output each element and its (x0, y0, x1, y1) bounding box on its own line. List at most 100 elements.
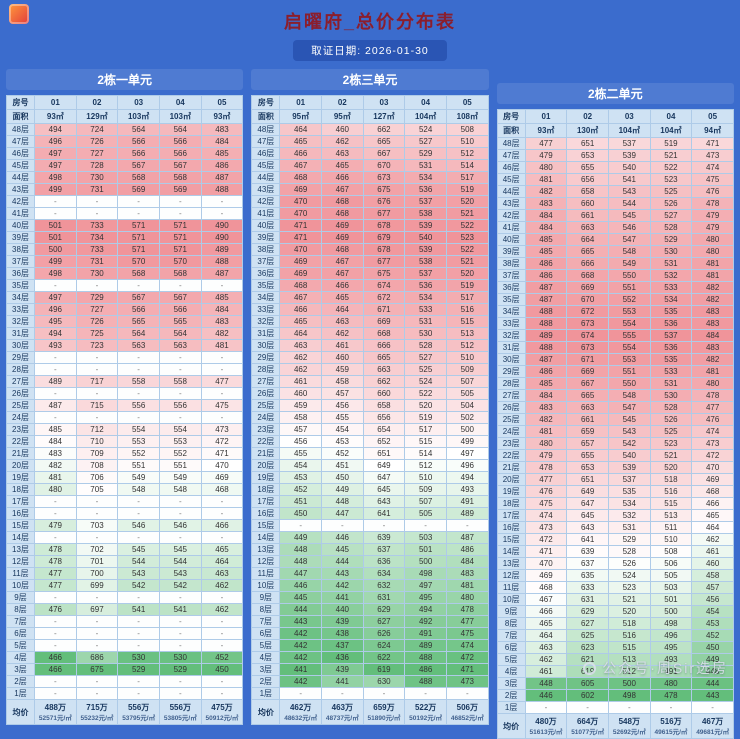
price-table-slot-3: 房号 01 02 03 04 05 面积 95㎡ 95㎡ 127㎡ 104㎡ 108㎡ 48层 464 46… (251, 95, 489, 725)
price-cell: 482 (524, 185, 568, 198)
price-cell: 473 (691, 437, 734, 450)
price-cell: 449 (691, 653, 734, 666)
price-cell: 534 (404, 291, 447, 304)
price-cell: 469 (524, 569, 568, 582)
price-cell: 636 (362, 555, 406, 568)
price-cell: 478 (34, 555, 77, 568)
floor-label: 39层 (496, 245, 526, 258)
price-cell: 544 (117, 555, 160, 568)
floor-label: 5层 (251, 639, 281, 652)
price-cell: 530 (158, 651, 202, 664)
price-cell: 709 (75, 447, 119, 460)
price-cell: 454 (279, 459, 322, 472)
price-cell: 467 (524, 593, 568, 606)
price-cell: 500 (445, 423, 489, 436)
price-cell: - (404, 687, 447, 700)
price-cell: 566 (117, 135, 160, 148)
price-cell: 530 (649, 389, 693, 402)
floor-label: 14层 (251, 531, 281, 544)
price-cell: - (75, 507, 119, 520)
price-cell: - (75, 531, 119, 544)
price-cell: 470 (691, 461, 734, 474)
price-cell: - (34, 351, 77, 364)
price-cell: 466 (691, 497, 734, 510)
price-cell: 558 (158, 375, 202, 388)
floor-label: 34层 (6, 291, 35, 304)
floor-label: 11层 (6, 567, 35, 580)
avg-label: 均价 (251, 699, 281, 725)
price-cell: 522 (445, 243, 489, 256)
price-cell: - (75, 363, 119, 376)
avg-price-cell: 556万 53795元/㎡ (117, 699, 160, 725)
price-cell: 663 (566, 221, 609, 234)
unit-title-2: 2栋二单元 (496, 83, 734, 104)
floor-label: 18层 (6, 483, 35, 496)
price-cell: 440 (320, 603, 364, 616)
price-cell: 484 (524, 389, 568, 402)
floor-label: 11层 (251, 567, 281, 580)
price-cell: 478 (649, 689, 693, 702)
price-cell: - (34, 507, 77, 520)
area-value: 94㎡ (691, 123, 734, 138)
floor-label: 9层 (6, 591, 35, 604)
price-cell: - (200, 639, 244, 652)
price-cell: 476 (34, 603, 77, 616)
price-cell: - (158, 279, 202, 292)
price-cell: 533 (649, 281, 693, 294)
price-cell: 727 (75, 303, 119, 316)
floor-label: 18层 (496, 497, 526, 510)
price-cell: 482 (691, 281, 734, 294)
avg-price-cell: 516万 49615元/㎡ (649, 713, 693, 739)
price-cell: 449 (320, 483, 364, 496)
floor-label: 17层 (496, 509, 526, 522)
price-cell: 545 (607, 413, 651, 426)
price-cell: 478 (691, 197, 734, 210)
price-cell: - (404, 519, 447, 532)
price-cell: 530 (404, 327, 447, 340)
floor-label: 25层 (496, 413, 526, 426)
unit-section-1: 2栋一单元 房号 01 02 03 04 05 面积 93㎡ 129㎡ 103㎡ 103㎡ 93㎡ 48… (6, 69, 244, 725)
floor-label: 19层 (251, 471, 281, 484)
price-cell: 473 (691, 149, 734, 162)
price-cell: 542 (607, 437, 651, 450)
price-cell: - (34, 387, 77, 400)
price-cell: 565 (158, 315, 202, 328)
floor-label: 36层 (251, 267, 281, 280)
price-cell: - (279, 519, 322, 532)
price-cell: 457 (691, 581, 734, 594)
price-cell: 462 (691, 533, 734, 546)
unit-title-1: 2栋一单元 (6, 69, 244, 90)
avg-price-total: 480万 (535, 716, 557, 726)
price-cell: 460 (279, 387, 322, 400)
floor-label: 2层 (496, 689, 526, 702)
price-cell: 465 (200, 543, 244, 556)
price-cell: 524 (404, 123, 447, 136)
avg-price-per-sqm: 52692元/㎡ (612, 728, 646, 736)
price-cell: 665 (362, 351, 406, 364)
price-cell: 464 (320, 303, 364, 316)
price-cell: 516 (649, 485, 693, 498)
price-cell: 730 (75, 267, 119, 280)
price-cell: 521 (649, 149, 693, 162)
floor-label: 36层 (496, 281, 526, 294)
price-cell: 457 (320, 387, 364, 400)
price-cell: 441 (320, 675, 364, 688)
price-cell: 727 (75, 147, 119, 160)
price-cell: 708 (75, 459, 119, 472)
price-cell: 474 (524, 509, 568, 522)
price-cell: 567 (117, 291, 160, 304)
price-cell: 467 (320, 183, 364, 196)
area-header: 面积 (496, 123, 526, 138)
price-cell: 443 (691, 689, 734, 702)
price-cell: 545 (117, 543, 160, 556)
price-cell: 450 (691, 641, 734, 654)
price-cell: 479 (524, 149, 568, 162)
floor-label: 32层 (251, 315, 281, 328)
price-cell: 488 (404, 651, 447, 664)
price-cell: 504 (445, 399, 489, 412)
price-cell: 467 (279, 291, 322, 304)
avg-price-cell: 659万 51890元/㎡ (362, 699, 406, 725)
price-cell: 467 (279, 159, 322, 172)
floor-label: 18层 (251, 483, 281, 496)
price-cell: 465 (279, 315, 322, 328)
